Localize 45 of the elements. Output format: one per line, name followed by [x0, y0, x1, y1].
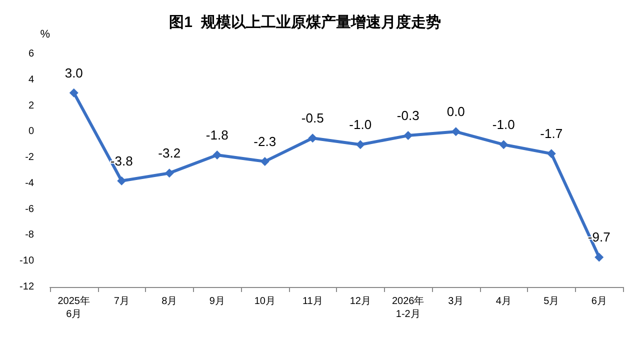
data-label: -1.8 [206, 127, 228, 142]
data-label: 3.0 [64, 65, 83, 80]
y-tick-label: -10 [20, 256, 34, 267]
chart-title: 图1 规模以上工业原煤产量增速月度走势 [169, 13, 441, 31]
x-tick-label: 2025年 6月 [58, 295, 90, 320]
y-tick-label: -4 [25, 178, 34, 189]
x-tick-label: 2026年 1-2月 [392, 295, 424, 320]
x-tick-label: 8月 [162, 296, 178, 307]
y-tick-label: -2 [25, 152, 34, 164]
y-tick-label: -6 [25, 204, 34, 215]
y-tick-label: -8 [25, 230, 34, 241]
x-tick-label: 9月 [209, 296, 225, 307]
data-label: -3.8 [110, 153, 133, 168]
data-label: 0.0 [446, 104, 465, 120]
x-tick-label: 10月 [254, 296, 276, 307]
data-label: -0.5 [301, 110, 324, 126]
x-tick-label: 3月 [448, 296, 464, 307]
data-label: -1.0 [349, 117, 372, 132]
y-axis-title: % [40, 28, 50, 40]
x-tick-label: 11月 [302, 296, 323, 307]
point [260, 156, 270, 166]
data-label: -3.2 [158, 146, 181, 161]
x-tick-label: 6月 [591, 296, 607, 307]
y-tick-label: 6 [28, 48, 34, 60]
point [356, 140, 365, 150]
x-tick-label: 7月 [114, 296, 130, 307]
point [546, 149, 556, 158]
point [212, 150, 222, 160]
point [69, 88, 78, 98]
x-tick-label: 4月 [496, 296, 512, 307]
y-tick-label: 4 [28, 74, 34, 86]
y-tick-label: 0 [28, 126, 34, 138]
data-label: -0.3 [396, 108, 420, 124]
y-tick-label: 2 [28, 100, 34, 112]
data-label: -2.3 [254, 134, 276, 149]
y-tick-label: -12 [20, 282, 34, 292]
data-label: -1.0 [492, 117, 515, 132]
point [499, 140, 508, 150]
x-tick-label: 12月 [350, 296, 371, 307]
x-tick-label: 5月 [544, 296, 560, 307]
point [117, 176, 126, 186]
data-label: -1.7 [540, 126, 563, 142]
point [164, 168, 174, 178]
point [594, 252, 604, 262]
point [308, 134, 318, 143]
